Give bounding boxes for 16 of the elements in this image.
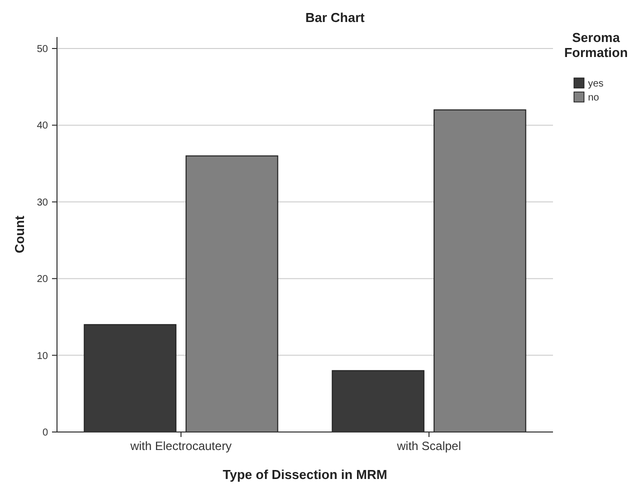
y-tick-label: 30	[36, 197, 48, 208]
bar	[186, 155, 278, 432]
x-tick-label: with Electrocautery	[129, 439, 232, 453]
chart-title: Bar Chart	[305, 10, 366, 25]
legend-label: yes	[588, 78, 604, 90]
legend-title: Seroma Formation	[564, 30, 628, 60]
bar	[434, 109, 526, 432]
y-tick-label: 20	[36, 274, 48, 286]
x-tick-label: with Scalpel	[396, 439, 462, 453]
y-tick-label: 0	[42, 428, 48, 438]
y-tick-label: 40	[36, 120, 48, 132]
y-tick-label: 10	[36, 350, 48, 362]
y-axis-title: Count	[12, 215, 27, 254]
y-tick-label: 50	[36, 44, 48, 56]
legend-label: no	[588, 92, 600, 104]
x-axis-title: Type of Dissection in MRM	[222, 467, 388, 482]
